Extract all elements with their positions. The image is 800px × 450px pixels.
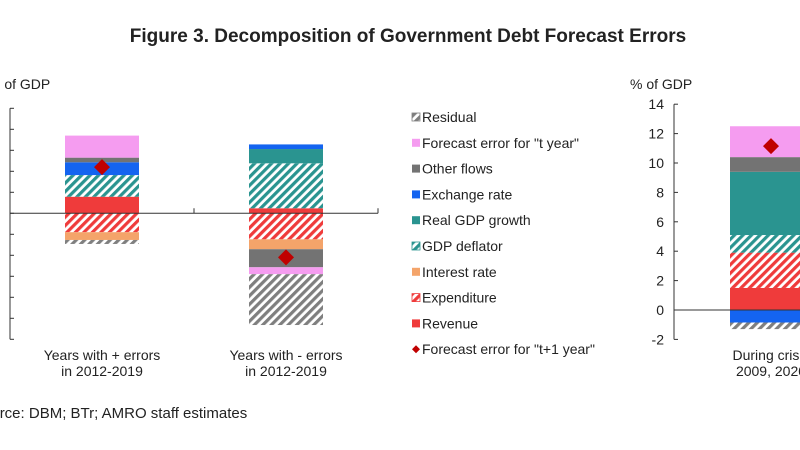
- y-tick-label: -2: [652, 331, 665, 347]
- legend-swatch-icon: [411, 241, 421, 251]
- bar-segment-interest: [249, 239, 323, 250]
- y-tick-label: 0: [656, 302, 664, 318]
- legend-label: Interest rate: [422, 264, 497, 280]
- legend-marker-icon: [412, 345, 420, 354]
- figure-title: Figure 3. Decomposition of Government De…: [130, 26, 686, 47]
- legend-item-realgdp: Real GDP growth: [412, 212, 531, 228]
- legend-swatch-icon: [411, 112, 421, 122]
- right-chart: % of GDP During crisis2009, 2020 -2 0 2 4 6 8 10…: [630, 76, 800, 379]
- legend-label: Expenditure: [422, 290, 497, 306]
- bar-segment-expenditure: [249, 213, 323, 240]
- category-label: in 2012-2019: [245, 363, 327, 379]
- legend-label: Forecast error for "t+1 year": [422, 341, 595, 357]
- legend-label: Other flows: [422, 161, 493, 177]
- bar-segment-forecast_t: [249, 267, 323, 275]
- bar-segment-revenue: [730, 287, 800, 310]
- source-note: Source: DBM; BTr; AMRO staff estimates: [0, 405, 247, 422]
- bar-stack: [65, 135, 139, 244]
- bar-segment-exchange: [730, 310, 800, 323]
- legend-item-revenue: Revenue: [412, 315, 478, 331]
- legend-label: Exchange rate: [422, 186, 512, 202]
- marker-forecast-t1: [278, 249, 294, 266]
- y-tick-label: 4: [656, 243, 664, 259]
- marker-forecast-t1: [94, 159, 110, 176]
- bar-stack: [249, 144, 323, 326]
- y-tick-label: 14: [648, 96, 664, 112]
- bar-segment-exchange: [249, 144, 323, 150]
- bar-segment-residual: [249, 274, 323, 326]
- legend-item-expenditure: Expenditure: [411, 290, 497, 306]
- y-tick-label: 12: [648, 126, 664, 142]
- y-axis-label: % of GDP: [0, 76, 50, 92]
- bar-stack: [730, 126, 800, 330]
- bar-segment-deflator: [249, 163, 323, 209]
- legend-item-exchange: Exchange rate: [412, 186, 512, 202]
- bar-segment-deflator: [730, 235, 800, 253]
- y-tick-label: 6: [656, 214, 664, 230]
- legend-label: Residual: [422, 109, 476, 125]
- bar-segment-residual: [730, 322, 800, 330]
- legend-label: Revenue: [422, 315, 478, 331]
- legend-label: GDP deflator: [422, 238, 503, 254]
- category-label: Years with + errors: [44, 347, 161, 363]
- legend-item-forecast_t: Forecast error for "t year": [412, 135, 579, 151]
- legend: Residual Forecast error for "t year" Other…: [411, 109, 595, 357]
- bar-segment-forecast_t: [65, 135, 139, 158]
- legend-swatch-icon: [412, 216, 420, 225]
- legend-swatch-icon: [412, 164, 420, 173]
- category-label: During crisis: [732, 347, 800, 363]
- bar-segment-realgdp: [249, 149, 323, 164]
- legend-label: Real GDP growth: [422, 212, 531, 228]
- y-tick-label: 8: [656, 184, 664, 200]
- legend-item-deflator: GDP deflator: [411, 238, 503, 254]
- legend-swatch-icon: [411, 293, 421, 303]
- marker-forecast-t1: [763, 138, 779, 155]
- bar-segment-deflator: [65, 175, 139, 197]
- bar-segment-realgdp: [730, 171, 800, 236]
- legend-item-interest: Interest rate: [412, 264, 497, 280]
- bar-segment-interest: [65, 232, 139, 240]
- category-label: 2009, 2020: [736, 363, 800, 379]
- y-tick-label: 2: [656, 273, 664, 289]
- legend-swatch-icon: [412, 138, 420, 147]
- y-axis-label: % of GDP: [630, 76, 692, 92]
- bar-segment-residual: [65, 239, 139, 244]
- bar-segment-revenue: [65, 196, 139, 214]
- legend-swatch-icon: [412, 267, 420, 276]
- legend-item-forecast_t1: Forecast error for "t+1 year": [412, 341, 595, 357]
- legend-swatch-icon: [412, 319, 420, 328]
- bar-segment-expenditure: [65, 213, 139, 233]
- category-label: Years with - errors: [229, 347, 342, 363]
- legend-swatch-icon: [412, 190, 420, 199]
- y-tick-label: 10: [648, 155, 664, 171]
- legend-label: Forecast error for "t year": [422, 135, 579, 151]
- category-label: in 2012-2019: [61, 363, 143, 379]
- legend-item-residual: Residual: [411, 109, 476, 125]
- bar-segment-forecast_t: [730, 126, 800, 158]
- legend-item-other: Other flows: [412, 161, 493, 177]
- bar-segment-expenditure: [730, 252, 800, 288]
- bar-segment-revenue: [249, 208, 323, 214]
- bar-segment-other: [730, 157, 800, 172]
